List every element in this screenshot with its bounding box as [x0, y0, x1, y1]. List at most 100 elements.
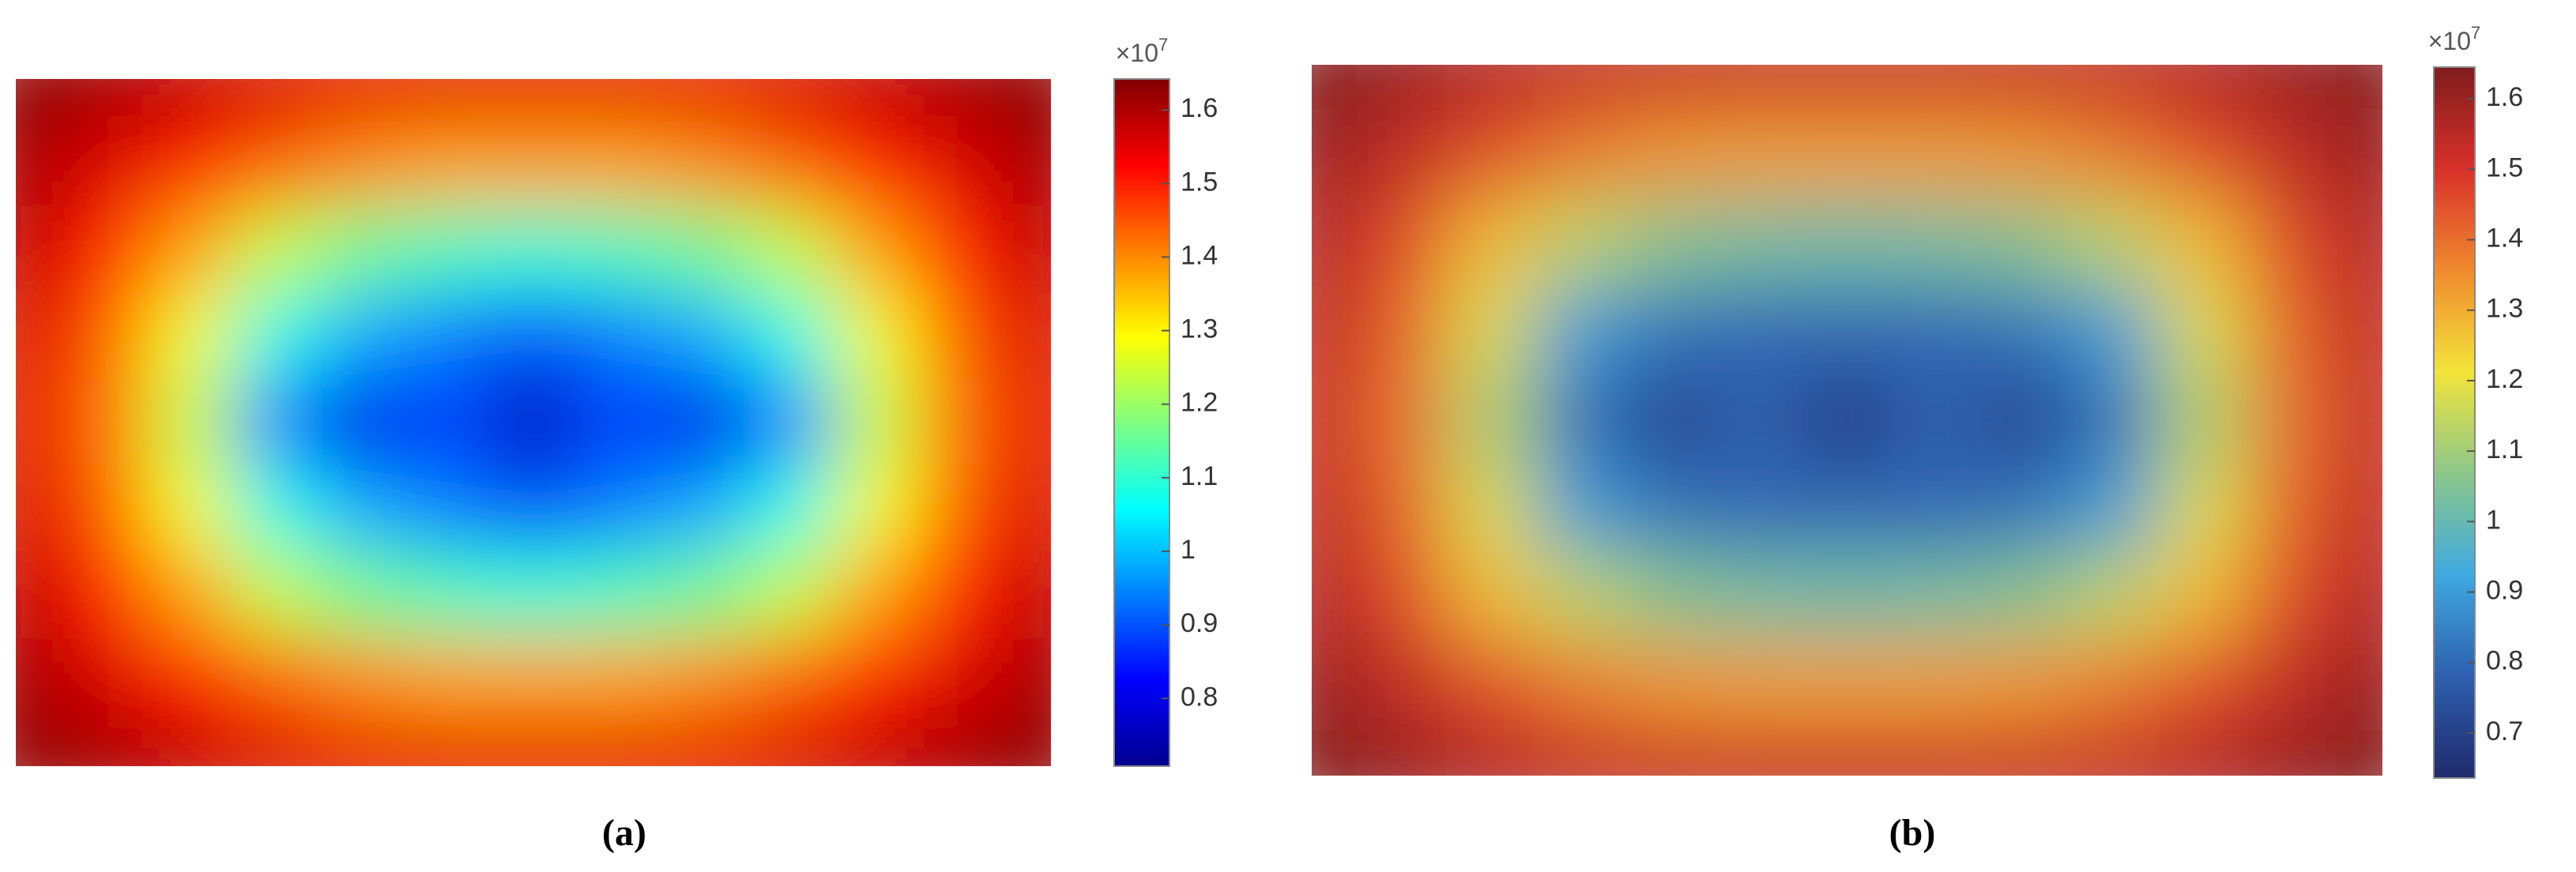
heatmap-cell	[748, 464, 837, 553]
heatmap-cell	[16, 464, 60, 553]
heatmap-cell	[1623, 552, 1715, 644]
heatmap-cell	[575, 378, 664, 467]
heatmap-cell	[2337, 552, 2382, 644]
heatmap-cell	[1355, 730, 1447, 776]
heatmap-cell	[2247, 464, 2339, 554]
heatmap-cell	[1979, 65, 2071, 111]
heatmap-cell	[575, 207, 664, 295]
heatmap-cell	[2069, 730, 2160, 776]
colorbar-tick-label: 1.4	[2486, 224, 2523, 254]
heatmap-cell	[748, 378, 837, 467]
heatmap-cell	[1534, 464, 1625, 554]
heatmap-cell	[1979, 641, 2071, 732]
heatmap-cell	[230, 207, 319, 295]
heatmap-cell	[1802, 464, 1892, 554]
heatmap-cell	[230, 378, 319, 467]
heatmap-cell	[16, 79, 60, 123]
heatmap-cell	[1355, 65, 1447, 111]
heatmap-cell	[1007, 636, 1051, 724]
heatmap-cell	[921, 378, 1009, 467]
heatmap-cell	[1712, 286, 1804, 377]
heatmap-cell	[230, 551, 319, 638]
multiplier-base: ×10	[2428, 27, 2471, 55]
heatmap-cell	[1979, 552, 2071, 644]
heatmap-cell	[58, 464, 146, 553]
heatmap-cell	[144, 551, 232, 638]
heatmap-cell	[144, 722, 232, 766]
heatmap-cell	[16, 292, 60, 381]
heatmap-cell	[2337, 464, 2382, 554]
heatmap-cell	[1890, 464, 1982, 554]
heatmap-cell	[58, 292, 146, 381]
heatmap-cell	[575, 121, 664, 209]
heatmap-cell	[575, 636, 664, 724]
heatmap-cell	[317, 378, 405, 467]
heatmap-cell	[1355, 374, 1447, 466]
heatmap-cell	[2158, 108, 2250, 199]
heatmap-cell	[1623, 464, 1715, 554]
heatmap-cell	[1979, 286, 2071, 377]
heatmap-cell	[2337, 730, 2382, 776]
heatmap-cell	[2247, 108, 2339, 199]
heatmap-cell	[1312, 730, 1358, 776]
heatmap-cell	[1444, 286, 1536, 377]
heatmap-cell	[748, 79, 837, 123]
heatmap-cell	[230, 79, 319, 123]
heatmap-cell	[748, 636, 837, 724]
heatmap-cell	[661, 722, 750, 766]
heatmap-cell	[2069, 374, 2160, 466]
heatmap-cell	[317, 207, 405, 295]
heatmap-cell	[230, 636, 319, 724]
heatmap-cell	[1712, 374, 1804, 466]
heatmap-cell	[575, 722, 664, 766]
heatmap-cell	[403, 121, 491, 209]
heatmap-cell	[2247, 197, 2339, 288]
heatmap-cell	[1890, 286, 1982, 377]
heatmap-cell	[921, 207, 1009, 295]
heatmap-cell	[1444, 552, 1536, 644]
heatmap-cell	[1444, 730, 1536, 776]
heatmap-cell	[317, 464, 405, 553]
heatmap-cell	[834, 636, 923, 724]
heatmap-cell	[489, 79, 578, 123]
heatmap-cell	[2247, 65, 2339, 111]
heatmap-cell	[230, 464, 319, 553]
heatmap-cell	[921, 551, 1009, 638]
heatmap-cell	[1979, 464, 2071, 554]
colorbar-tick-label: 1.4	[1181, 240, 1218, 270]
heatmap-cell	[2337, 108, 2382, 199]
heatmap-cell	[58, 722, 146, 766]
heatmap-cell	[661, 121, 750, 209]
heatmap-cell	[2158, 374, 2250, 466]
heatmap-cell	[1355, 641, 1447, 732]
colorbar-tick-label: 1.1	[1181, 461, 1218, 491]
heatmap-cell	[489, 121, 578, 209]
heatmap-cell	[921, 292, 1009, 381]
heatmap-cell	[1007, 121, 1051, 209]
heatmap-cell	[834, 551, 923, 638]
colorbar-tick-label: 0.9	[1181, 608, 1218, 638]
heatmap-cell	[403, 722, 491, 766]
heatmap-cell	[2069, 552, 2160, 644]
colorbar-tick-label: 1.2	[2486, 364, 2523, 394]
colorbar-tick-label: 0.7	[2486, 716, 2523, 746]
heatmap-cell	[2158, 552, 2250, 644]
heatmap-cell	[1312, 641, 1358, 732]
heatmap-cell	[16, 551, 60, 638]
heatmap-cell	[2337, 374, 2382, 466]
heatmap-cell	[403, 551, 491, 638]
heatmap-cell	[1623, 730, 1715, 776]
heatmap-cell	[1312, 552, 1358, 644]
heatmap-cell	[1007, 464, 1051, 553]
heatmap-cell	[2158, 730, 2250, 776]
heatmap-cell	[489, 292, 578, 381]
heatmap-cell	[489, 551, 578, 638]
heatmap-cell	[1534, 197, 1625, 288]
heatmap-cell	[2247, 374, 2339, 466]
heatmap-cell	[1712, 108, 1804, 199]
heatmap-cell	[2069, 641, 2160, 732]
heatmap-cell	[575, 551, 664, 638]
heatmap-cell	[1355, 108, 1447, 199]
heatmap-cell	[1890, 730, 1982, 776]
